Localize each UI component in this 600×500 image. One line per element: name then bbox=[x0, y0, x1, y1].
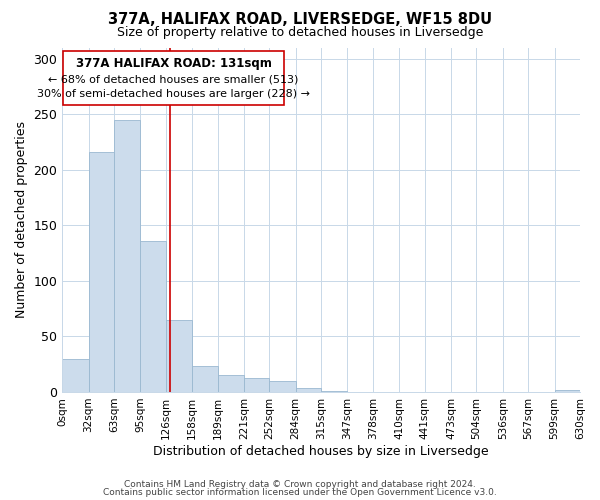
Text: Size of property relative to detached houses in Liversedge: Size of property relative to detached ho… bbox=[117, 26, 483, 39]
Text: 377A, HALIFAX ROAD, LIVERSEDGE, WF15 8DU: 377A, HALIFAX ROAD, LIVERSEDGE, WF15 8DU bbox=[108, 12, 492, 28]
Y-axis label: Number of detached properties: Number of detached properties bbox=[15, 121, 28, 318]
Bar bbox=[140, 241, 166, 392]
Text: Contains public sector information licensed under the Open Government Licence v3: Contains public sector information licen… bbox=[103, 488, 497, 497]
Text: 377A HALIFAX ROAD: 131sqm: 377A HALIFAX ROAD: 131sqm bbox=[76, 57, 272, 70]
Bar bbox=[554, 390, 580, 392]
Text: 30% of semi-detached houses are larger (228) →: 30% of semi-detached houses are larger (… bbox=[37, 90, 310, 100]
Bar bbox=[114, 120, 140, 392]
FancyBboxPatch shape bbox=[63, 51, 284, 106]
Text: ← 68% of detached houses are smaller (513): ← 68% of detached houses are smaller (51… bbox=[49, 74, 299, 84]
Bar bbox=[166, 320, 192, 392]
X-axis label: Distribution of detached houses by size in Liversedge: Distribution of detached houses by size … bbox=[154, 444, 489, 458]
Bar bbox=[218, 376, 244, 392]
Bar bbox=[89, 152, 114, 392]
Text: Contains HM Land Registry data © Crown copyright and database right 2024.: Contains HM Land Registry data © Crown c… bbox=[124, 480, 476, 489]
Bar bbox=[192, 366, 218, 392]
Bar bbox=[62, 358, 89, 392]
Bar bbox=[269, 381, 296, 392]
Bar bbox=[321, 391, 347, 392]
Bar bbox=[244, 378, 269, 392]
Bar bbox=[296, 388, 321, 392]
